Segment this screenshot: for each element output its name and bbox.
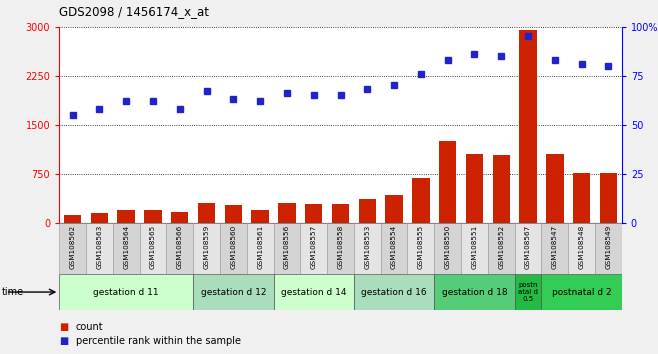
Bar [193,223,220,274]
Text: GSM108559: GSM108559 [203,224,209,269]
Bar [220,223,247,274]
Text: GSM108567: GSM108567 [525,224,531,269]
Text: percentile rank within the sample: percentile rank within the sample [76,336,241,346]
Bar [434,274,515,310]
Bar [359,199,376,223]
Text: count: count [76,322,103,332]
Text: GSM108556: GSM108556 [284,224,290,269]
Bar [305,204,322,223]
Text: GSM108548: GSM108548 [578,224,584,269]
Bar [251,210,269,223]
Bar [542,223,569,274]
Bar [139,223,166,274]
Bar [466,154,483,223]
Text: GDS2098 / 1456174_x_at: GDS2098 / 1456174_x_at [59,5,209,18]
Text: gestation d 11: gestation d 11 [93,287,159,297]
Bar [354,274,434,310]
Text: GSM108558: GSM108558 [338,224,343,269]
Text: GSM108561: GSM108561 [257,224,263,269]
Text: GSM108557: GSM108557 [311,224,316,269]
Bar [224,205,242,223]
Bar [412,178,430,223]
Text: GSM108566: GSM108566 [177,224,183,269]
Text: GSM108550: GSM108550 [445,224,451,269]
Bar [332,204,349,223]
Text: GSM108555: GSM108555 [418,224,424,269]
Bar [278,203,295,223]
Text: GSM108549: GSM108549 [605,224,611,269]
Bar [193,274,274,310]
Text: time: time [1,287,24,297]
Bar [493,155,510,223]
Bar [381,223,407,274]
Bar [166,223,193,274]
Text: GSM108552: GSM108552 [498,224,504,269]
Bar [439,141,457,223]
Text: ■: ■ [59,322,68,332]
Bar [595,223,622,274]
Text: postnatal d 2: postnatal d 2 [552,287,611,297]
Bar [386,195,403,223]
Text: GSM108564: GSM108564 [123,224,129,269]
Bar [542,274,622,310]
Text: GSM108562: GSM108562 [70,224,76,269]
Bar [515,223,542,274]
Text: gestation d 18: gestation d 18 [442,287,507,297]
Bar [300,223,327,274]
Bar [515,274,542,310]
Text: GSM108553: GSM108553 [365,224,370,269]
Text: GSM108563: GSM108563 [97,224,103,269]
Bar [546,154,563,223]
Text: postn
atal d
0.5: postn atal d 0.5 [518,282,538,302]
Bar [86,223,113,274]
Bar [247,223,274,274]
Text: GSM108560: GSM108560 [230,224,236,269]
Bar [354,223,381,274]
Text: GSM108554: GSM108554 [391,224,397,269]
Text: gestation d 14: gestation d 14 [281,287,347,297]
Bar [407,223,434,274]
Bar [59,223,86,274]
Text: GSM108547: GSM108547 [552,224,558,269]
Bar [91,213,108,223]
Text: gestation d 16: gestation d 16 [361,287,427,297]
Bar [599,173,617,223]
Bar [327,223,354,274]
Bar [113,223,139,274]
Bar [488,223,515,274]
Bar [573,173,590,223]
Bar [274,223,300,274]
Bar [144,210,162,223]
Text: gestation d 12: gestation d 12 [201,287,266,297]
Bar [519,30,537,223]
Text: ■: ■ [59,336,68,346]
Bar [274,274,354,310]
Text: GSM108551: GSM108551 [472,224,478,269]
Bar [569,223,595,274]
Bar [118,210,135,223]
Bar [434,223,461,274]
Bar [64,215,82,223]
Text: GSM108565: GSM108565 [150,224,156,269]
Bar [461,223,488,274]
Bar [198,203,215,223]
Bar [171,212,188,223]
Bar [59,274,193,310]
